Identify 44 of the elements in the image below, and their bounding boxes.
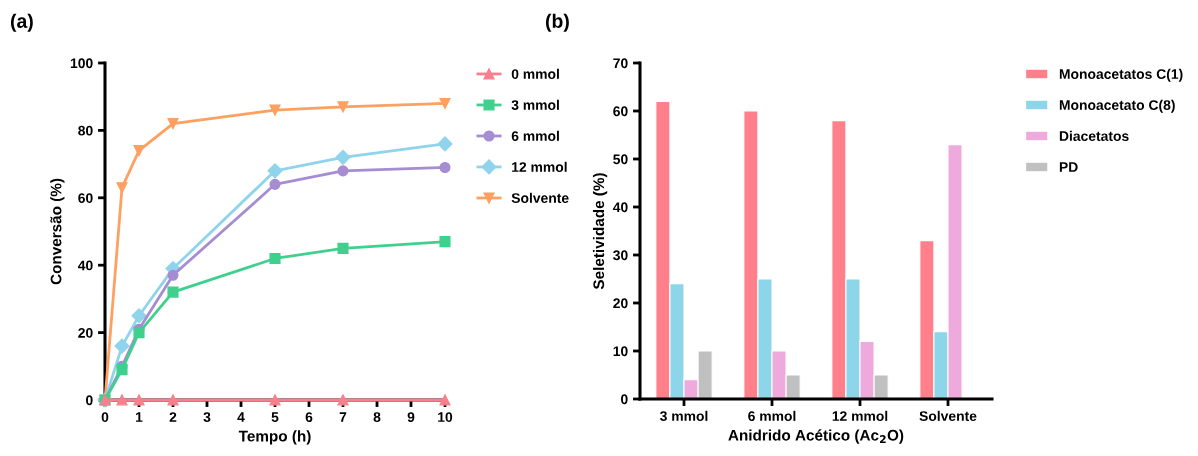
y-tick-label: 30 xyxy=(613,250,628,261)
x-axis-title: Tempo (h) xyxy=(238,430,311,445)
x-tick-label: 6 mmol xyxy=(748,410,796,422)
y-tick-label: 40 xyxy=(77,260,93,271)
y-tick-label: 60 xyxy=(78,193,93,203)
x-tick-label: 0 xyxy=(101,412,109,423)
y-tick-label: 0 xyxy=(86,395,93,406)
y-tick-label: 20 xyxy=(613,298,628,309)
y-tick-label: 20 xyxy=(78,327,93,338)
y-tick-label: 10 xyxy=(613,346,628,357)
legend-label: Monoacetato C(8) xyxy=(1059,99,1175,113)
x-tick-label: 10 xyxy=(438,412,453,423)
x-tick-label: 3 xyxy=(203,412,211,423)
legend-label: Diacetatos xyxy=(1059,130,1129,141)
x-tick-label: 8 xyxy=(373,412,381,423)
x-tick-label: 9 xyxy=(407,412,415,423)
x-tick-label: 12 mmol xyxy=(832,410,888,422)
x-tick-label: 7 xyxy=(339,412,347,422)
legend-label: Monoacetatos C(1) xyxy=(1059,68,1183,82)
x-tick-label: 4 xyxy=(237,412,245,422)
y-tick-label: 0 xyxy=(621,394,628,405)
y-axis-title: Conversão (%) xyxy=(50,178,65,285)
y-tick-label: 80 xyxy=(78,125,93,136)
y-tick-label: 100 xyxy=(70,58,93,69)
chart-title: (b) xyxy=(545,13,569,32)
x-tick-label: Solvente xyxy=(919,410,977,422)
y-tick-label: 50 xyxy=(613,154,628,165)
x-tick-label: 6 xyxy=(305,412,313,423)
y-tick-label: 60 xyxy=(613,106,628,117)
x-tick-label: 1 xyxy=(136,412,143,422)
x-tick-label: 5 xyxy=(271,412,279,423)
x-axis-title: Anidrido Acético (Ac$_{2}$O) xyxy=(728,429,904,444)
legend-label: 12 mmol xyxy=(512,161,567,172)
x-tick-label: 2 xyxy=(169,412,177,422)
y-tick-label: 40 xyxy=(612,202,628,213)
legend-label: 0 mmol xyxy=(511,68,559,79)
chart-title: (a) xyxy=(10,13,33,32)
legend-label: 6 mmol xyxy=(511,130,559,141)
legend-label: 3 mmol xyxy=(511,99,559,110)
x-tick-label: 3 mmol xyxy=(660,410,708,422)
y-axis-title: Seletividade (%) xyxy=(592,173,608,290)
legend-label: Solvente xyxy=(511,192,569,203)
legend-label: PD xyxy=(1059,162,1078,172)
y-tick-label: 70 xyxy=(613,58,628,69)
